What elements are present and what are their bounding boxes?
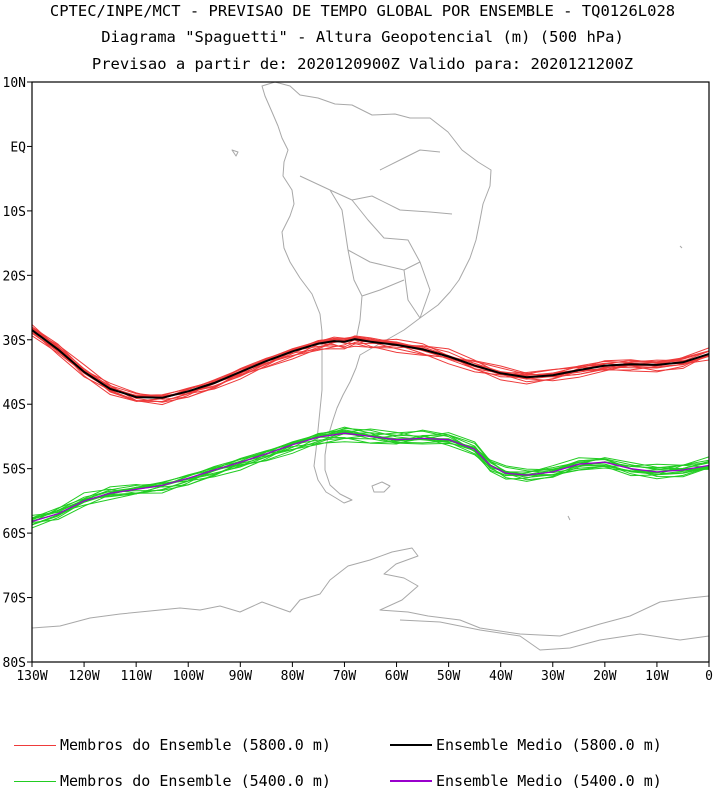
member-5400-line	[32, 432, 709, 526]
x-tick-label: 100W	[173, 669, 204, 684]
member-5400-line	[32, 433, 709, 521]
mean-5400-line	[32, 432, 709, 523]
legend-members-5800: Membros do Ensemble (5800.0 m)	[14, 736, 331, 754]
member-5400-line	[32, 432, 709, 525]
y-tick-label: 40S	[3, 398, 26, 413]
falklands	[371, 481, 391, 493]
pacific-islands	[231, 149, 683, 521]
green-line-swatch	[14, 780, 56, 782]
title-line-2: Diagrama "Spaguetti" - Altura Geopotenci…	[101, 28, 624, 46]
y-tick-label: 30S	[3, 334, 26, 349]
x-tick-label: 0	[705, 669, 713, 684]
member-5400-line	[32, 431, 709, 522]
y-tick-label: 80S	[3, 656, 26, 671]
member-5400-line	[32, 430, 709, 520]
member-5400-line	[32, 430, 709, 526]
member-5400-line	[32, 432, 709, 520]
red-line-swatch	[14, 744, 56, 746]
y-tick-label: 10S	[3, 205, 26, 220]
x-tick-label: 50W	[437, 669, 461, 684]
y-tick-label: EQ	[10, 140, 26, 155]
legend-members-5800-label: Membros do Ensemble (5800.0 m)	[60, 736, 331, 754]
y-tick-label: 20S	[3, 269, 26, 284]
member-5400-line	[32, 428, 709, 519]
legend-members-5400-label: Membros do Ensemble (5400.0 m)	[60, 772, 331, 790]
member-5400-line	[32, 426, 709, 519]
legend-members-5400: Membros do Ensemble (5400.0 m)	[14, 772, 331, 790]
member-5400-line	[32, 429, 709, 523]
black-line-swatch	[390, 744, 432, 746]
title-line-3: Previsao a partir de: 2020120900Z Valido…	[91, 55, 634, 73]
purple-line-swatch	[390, 780, 432, 782]
x-tick-label: 90W	[229, 669, 253, 684]
x-axis: 130W 120W 110W 100W 90W 80W 70W 60W 50W 40W 30W 20W…	[16, 662, 713, 684]
y-tick-label: 50S	[3, 463, 26, 478]
y-axis: 10N EQ 10S 20S 30S 40S 50S 60S 70S 80S	[3, 76, 32, 671]
x-tick-label: 30W	[541, 669, 565, 684]
member-5400-line	[32, 434, 709, 529]
legend-mean-5800: Ensemble Medio (5800.0 m)	[390, 736, 662, 754]
member-5800-line	[32, 330, 709, 406]
x-tick-label: 10W	[645, 669, 669, 684]
y-tick-label: 70S	[3, 592, 26, 607]
x-tick-label: 20W	[593, 669, 617, 684]
mean-5800-line	[32, 329, 709, 399]
member-5400-line	[32, 429, 709, 526]
x-tick-label: 60W	[385, 669, 409, 684]
x-tick-label: 40W	[489, 669, 513, 684]
legend-mean-5400: Ensemble Medio (5400.0 m)	[390, 772, 662, 790]
y-tick-label: 60S	[3, 527, 26, 542]
andes-borders	[299, 149, 453, 341]
x-tick-label: 120W	[68, 669, 99, 684]
spaghetti-map: 10N EQ 10S 20S 30S 40S 50S 60S 70S 80S 130W 120W 11…	[3, 76, 713, 684]
legend-mean-5400-label: Ensemble Medio (5400.0 m)	[436, 772, 662, 790]
legend-mean-5800-label: Ensemble Medio (5800.0 m)	[436, 736, 662, 754]
member-5800-line	[32, 326, 709, 402]
contour-lines-layer	[32, 324, 709, 529]
x-tick-label: 70W	[333, 669, 357, 684]
member-5400-line	[32, 430, 709, 516]
antarctic-ice-shelf	[399, 619, 709, 651]
x-tick-label: 80W	[281, 669, 305, 684]
y-tick-label: 10N	[3, 76, 26, 91]
title-line-1: CPTEC/INPE/MCT - PREVISAO DE TEMPO GLOBA…	[49, 2, 676, 20]
x-tick-label: 130W	[16, 669, 47, 684]
map-frame	[31, 81, 710, 663]
x-tick-label: 110W	[120, 669, 151, 684]
antarctica-coastline	[32, 547, 709, 637]
